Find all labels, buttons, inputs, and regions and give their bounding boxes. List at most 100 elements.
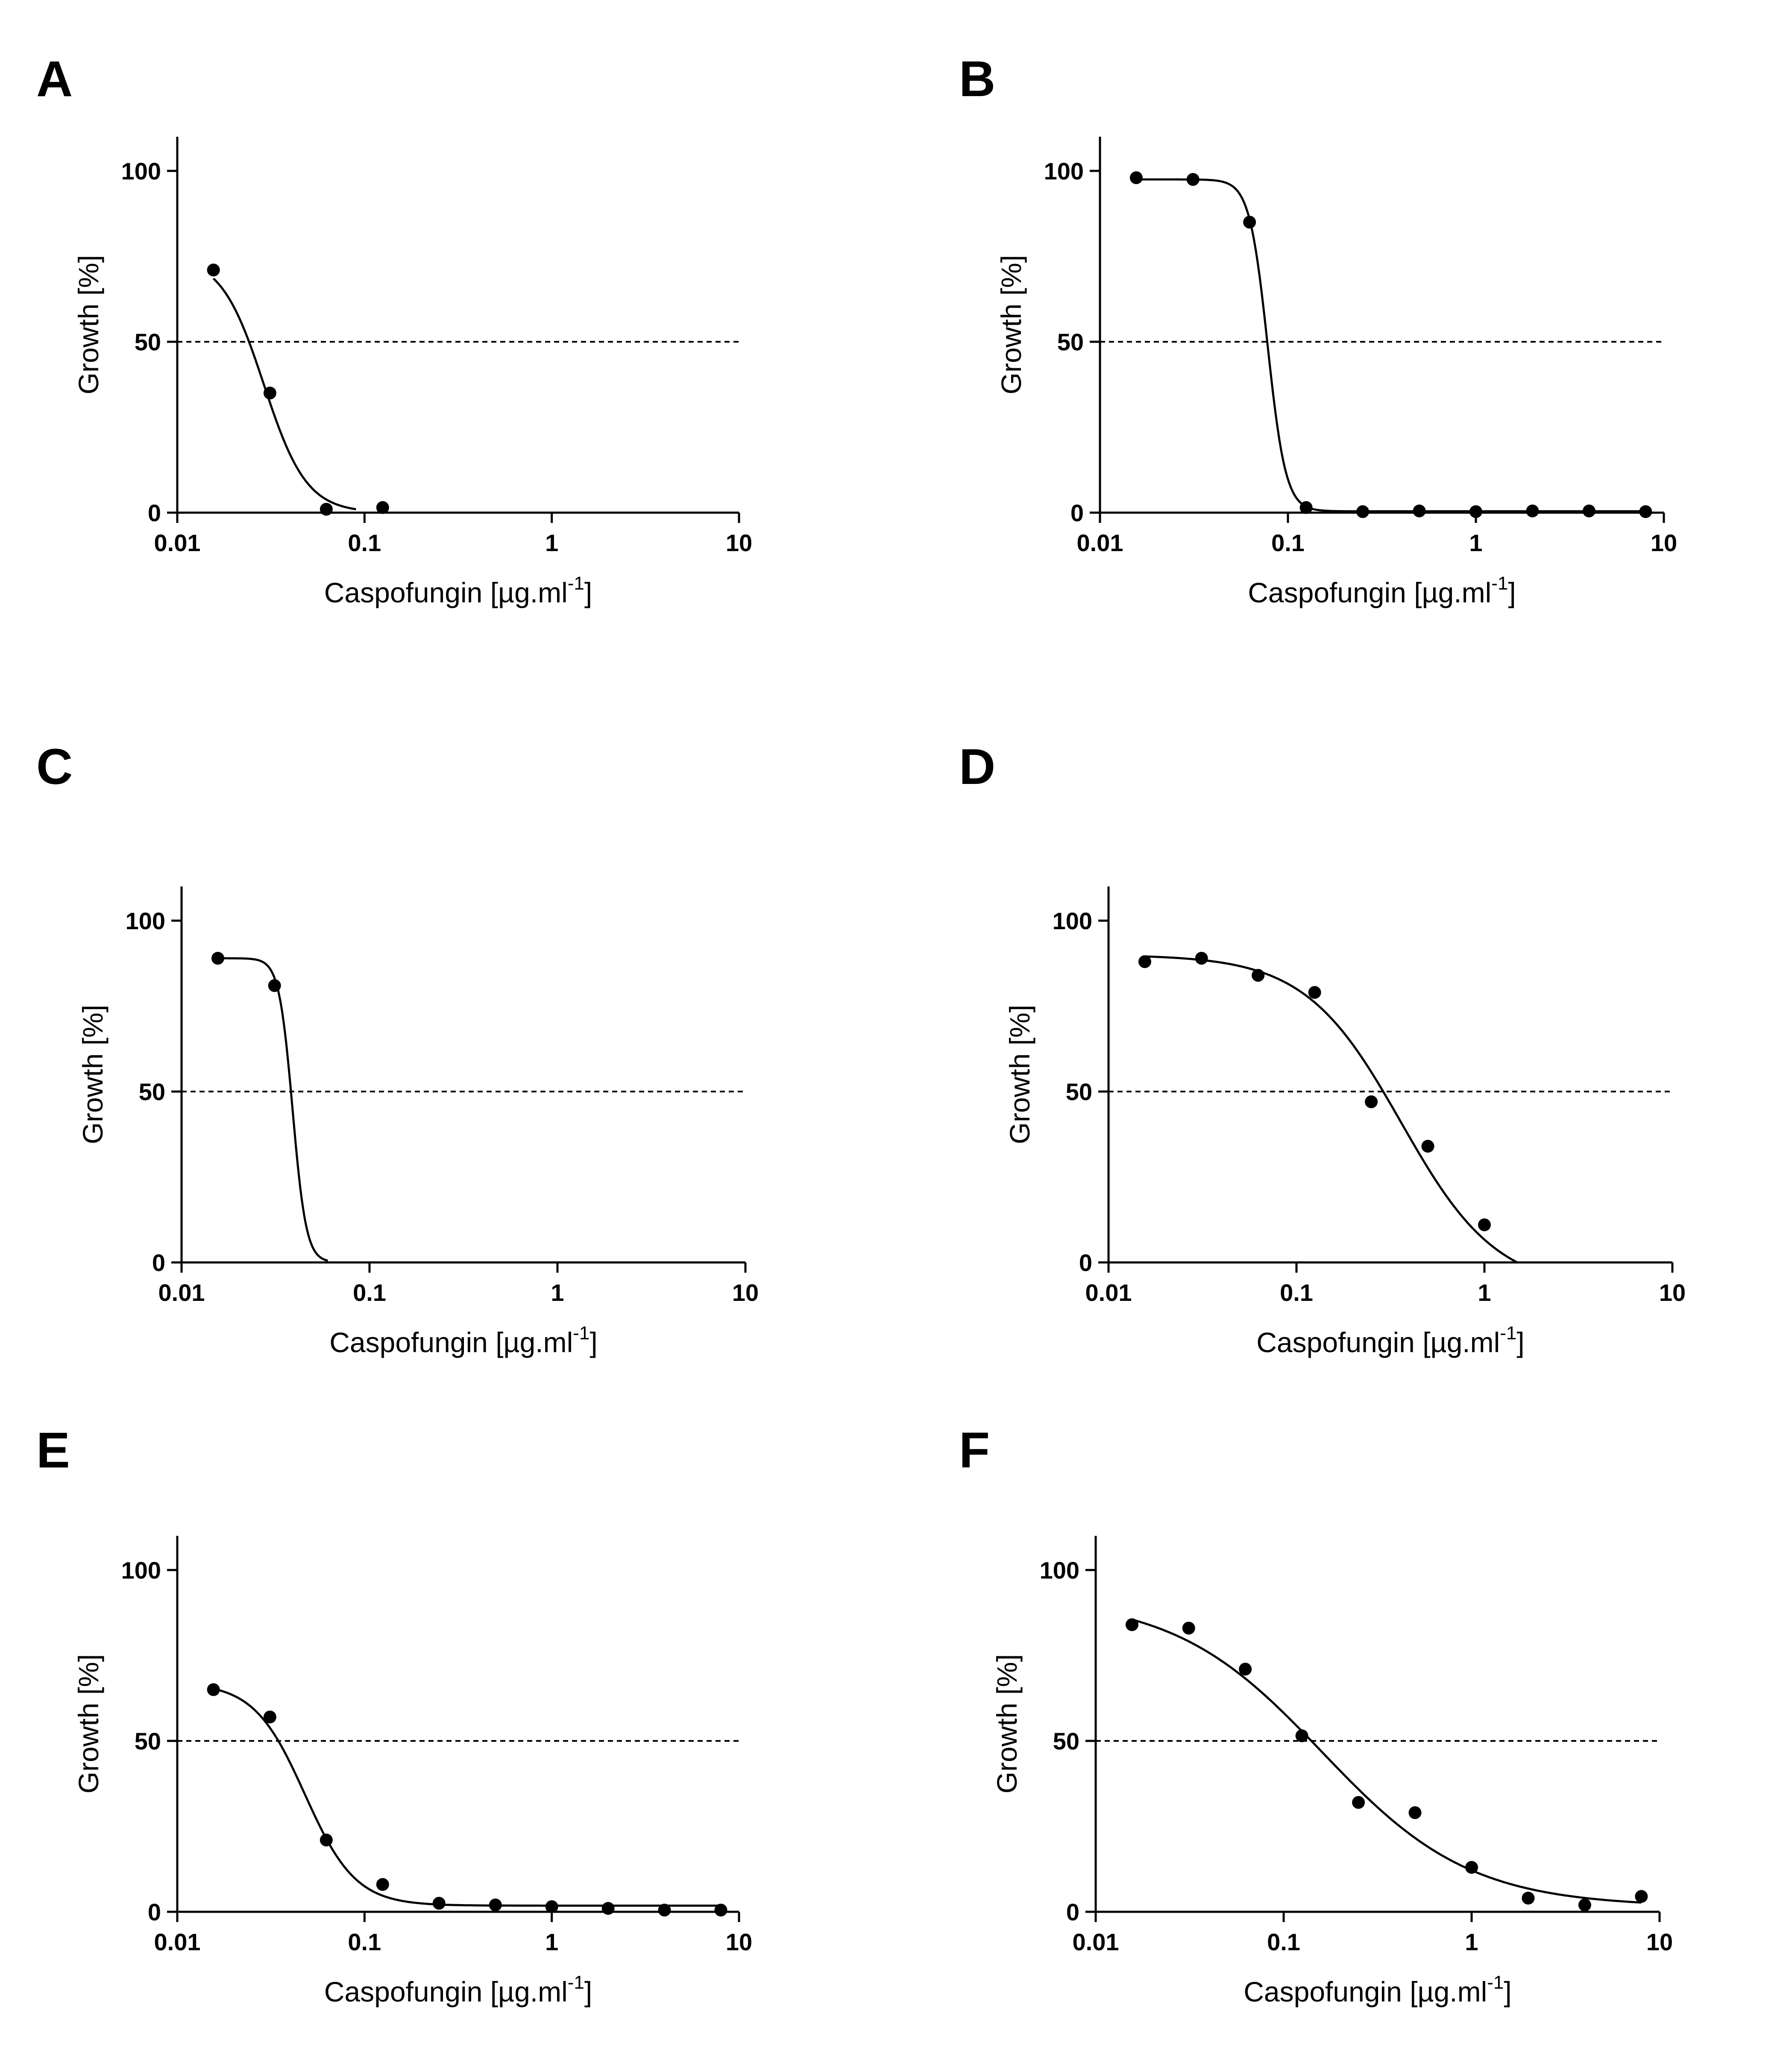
data-point (489, 1899, 502, 1911)
data-point (1413, 505, 1426, 517)
chart-panel-c: C 0 50 100 0.01 0.1 1 10 Caspofungin [µg.ml-1] Gr… (36, 739, 759, 1358)
chart-panel-f: F 0 50 100 0.01 0.1 1 10 Caspofungin [µg.ml-1] Gr… (959, 1422, 1673, 2007)
x-tick-label: 0.1 (348, 529, 381, 556)
y-tick-label: 100 (1040, 1557, 1079, 1584)
data-point (1186, 173, 1200, 186)
x-tick-label: 0.01 (154, 529, 201, 556)
x-tick-label: 0.1 (353, 1279, 386, 1306)
chart-panel-e: E 0 50 100 0.01 0.1 1 10 Caspofungin [µg.ml-1] Gr… (36, 1422, 752, 2007)
data-point (1356, 505, 1370, 518)
y-tick-label: 0 (1070, 499, 1084, 526)
x-tick-label: 0.01 (154, 1928, 201, 1955)
data-point (1295, 1729, 1308, 1742)
x-tick-label: 1 (1469, 529, 1482, 556)
x-tick-label: 0.01 (1085, 1279, 1132, 1306)
y-tick-label: 50 (1053, 1728, 1079, 1755)
data-point (1578, 1899, 1591, 1911)
x-tick-label: 1 (545, 529, 558, 556)
x-tick-label: 10 (726, 529, 752, 556)
y-tick-label: 50 (135, 1728, 161, 1755)
data-point (376, 501, 389, 514)
y-axis-label: Growth [%] (73, 255, 104, 394)
x-tick-label: 10 (726, 1928, 752, 1955)
x-tick-label: 0.1 (1280, 1279, 1313, 1306)
data-point (1138, 955, 1151, 968)
y-axis-label: Growth [%] (991, 1654, 1023, 1793)
fit-curve (218, 957, 328, 1262)
data-point (320, 503, 333, 516)
fit-curve (1144, 955, 1563, 1264)
x-tick-label: 0.01 (1073, 1928, 1119, 1955)
data-point (1129, 171, 1143, 184)
data-point (1408, 1806, 1422, 1819)
data-point (1243, 216, 1256, 229)
data-point (1421, 1140, 1434, 1153)
data-point (268, 979, 281, 992)
x-tick-label: 1 (545, 1928, 558, 1955)
y-tick-label: 50 (139, 1078, 165, 1105)
y-tick-label: 0 (152, 1249, 165, 1276)
y-tick-label: 0 (148, 499, 161, 526)
data-point (320, 1834, 333, 1846)
data-point (1639, 505, 1652, 518)
data-point (1526, 505, 1539, 517)
data-point (658, 1904, 671, 1916)
fit-curve (1136, 178, 1646, 513)
fit-curve (213, 1688, 721, 1907)
data-point (601, 1902, 615, 1915)
data-point (211, 952, 224, 965)
x-tick-label: 0.01 (158, 1279, 205, 1306)
data-point (432, 1897, 446, 1910)
x-tick-label: 0.1 (348, 1928, 381, 1955)
y-axis-label: Growth [%] (77, 1005, 109, 1144)
y-tick-label: 100 (126, 907, 165, 934)
data-point (1308, 986, 1321, 999)
y-axis-label: Growth [%] (73, 1654, 104, 1793)
data-point (1365, 1095, 1378, 1108)
panel-letter: C (36, 739, 73, 795)
data-point (545, 1900, 558, 1913)
x-tick-label: 1 (1478, 1279, 1491, 1306)
y-tick-label: 100 (121, 158, 161, 185)
y-tick-label: 100 (1053, 907, 1092, 934)
x-axis-label: Caspofungin [µg.ml-1] (1244, 1972, 1511, 2007)
x-tick-label: 10 (1659, 1279, 1686, 1306)
y-tick-label: 100 (121, 1557, 161, 1584)
y-tick-label: 100 (1044, 158, 1084, 185)
data-point (1299, 501, 1313, 514)
x-tick-label: 1 (551, 1279, 564, 1306)
data-point (1582, 505, 1595, 517)
fit-curve (212, 278, 356, 511)
chart-panel-b: B 0 50 100 0.01 0.1 1 10 Caspofungin [µg.ml-1] Gr… (959, 51, 1677, 608)
y-tick-label: 0 (1079, 1249, 1092, 1276)
fit-curve (1132, 1618, 1642, 1904)
data-point (1125, 1618, 1138, 1631)
data-point (263, 1711, 276, 1723)
panel-letter: E (36, 1422, 70, 1479)
data-point (1478, 1218, 1491, 1231)
x-tick-label: 10 (1646, 1928, 1673, 1955)
chart-panel-a: A 0 50 100 0.01 0.1 1 10 Caspofungin [µg.ml-1] Gr… (36, 51, 752, 608)
data-point (1522, 1892, 1535, 1905)
x-axis-label: Caspofungin [µg.ml-1] (329, 1323, 597, 1358)
panel-letter: D (959, 739, 995, 795)
data-point (376, 1878, 389, 1891)
x-axis-label: Caspofungin [µg.ml-1] (1256, 1323, 1524, 1358)
y-tick-label: 50 (1066, 1078, 1092, 1105)
data-point (1352, 1796, 1365, 1809)
y-axis-label: Growth [%] (995, 255, 1027, 394)
y-tick-label: 0 (1066, 1899, 1079, 1925)
data-point (1239, 1663, 1252, 1676)
data-point (1465, 1861, 1478, 1874)
y-tick-label: 50 (1057, 329, 1084, 355)
x-tick-label: 1 (1465, 1928, 1478, 1955)
data-point (714, 1904, 727, 1916)
x-tick-label: 0.1 (1271, 529, 1305, 556)
y-tick-label: 50 (135, 329, 161, 355)
x-tick-label: 10 (732, 1279, 759, 1306)
x-tick-label: 0.1 (1267, 1928, 1300, 1955)
panel-letter: F (959, 1422, 990, 1479)
data-point (207, 264, 220, 276)
